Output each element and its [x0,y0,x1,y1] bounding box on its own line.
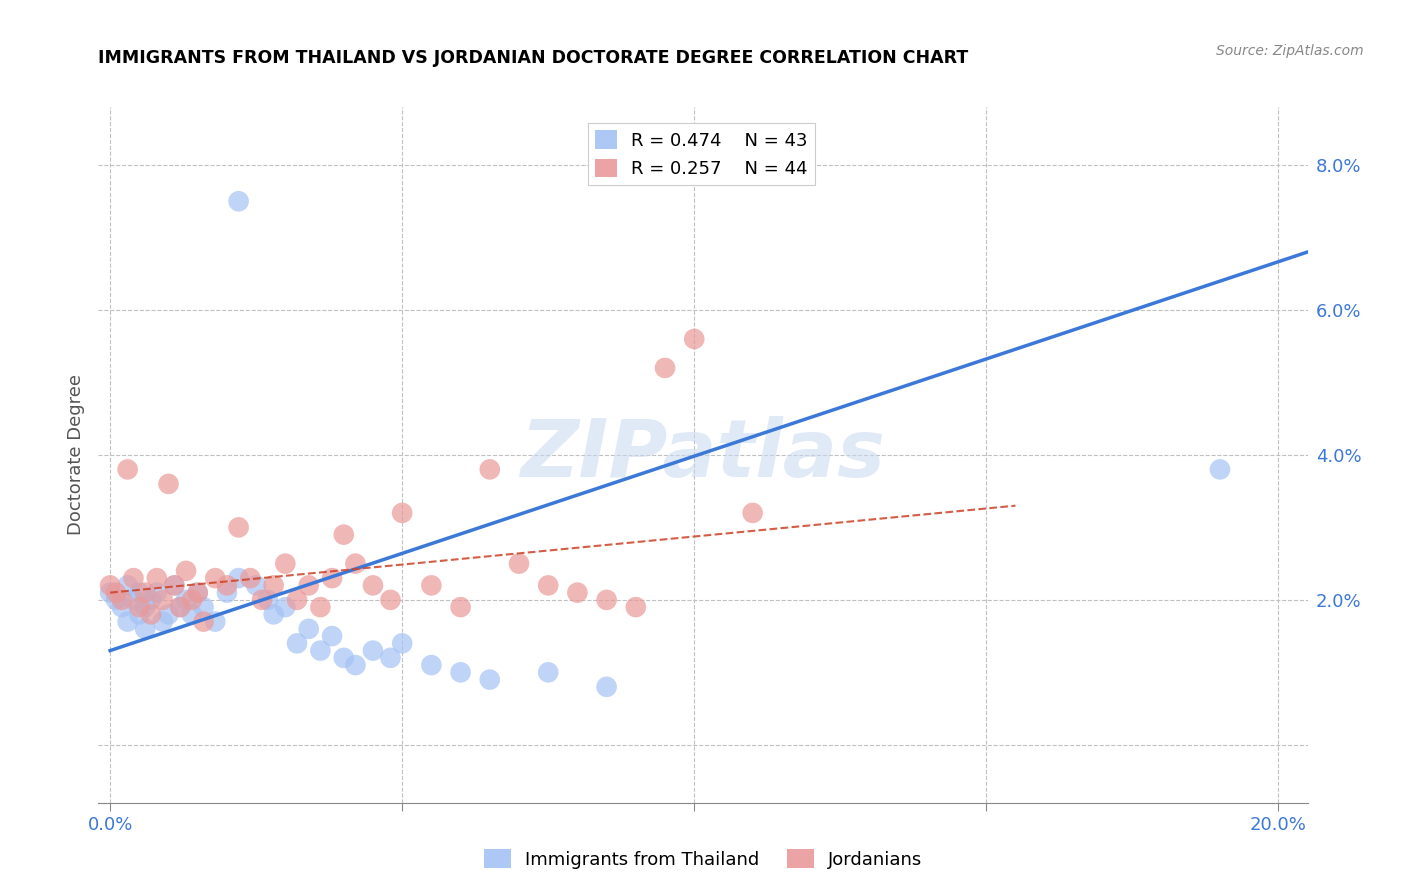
Point [163,578,186,592]
Point [250,592,273,607]
Point [239,571,262,585]
Point [152,592,174,607]
Point [683,332,706,346]
Point [134,622,156,636]
Point [146,585,169,599]
Point [537,578,560,592]
Text: Source: ZipAtlas.com: Source: ZipAtlas.com [1216,44,1364,58]
Point [624,600,647,615]
Point [122,592,145,607]
Point [98,585,121,599]
Point [595,680,617,694]
Point [228,520,250,534]
Point [174,592,197,607]
Point [193,600,215,615]
Text: ZIPatlas: ZIPatlas [520,416,886,494]
Point [380,592,402,607]
Point [508,557,530,571]
Point [128,607,150,622]
Point [128,600,150,615]
Point [134,585,156,599]
Point [180,607,202,622]
Point [111,600,134,615]
Point [298,622,321,636]
Legend: R = 0.474    N = 43, R = 0.257    N = 44: R = 0.474 N = 43, R = 0.257 N = 44 [588,123,815,186]
Text: IMMIGRANTS FROM THAILAND VS JORDANIAN DOCTORATE DEGREE CORRELATION CHART: IMMIGRANTS FROM THAILAND VS JORDANIAN DO… [98,49,969,67]
Point [344,557,367,571]
Point [204,571,226,585]
Point [298,578,321,592]
Point [391,506,413,520]
Point [478,673,501,687]
Point [204,615,226,629]
Point [152,615,174,629]
Point [122,571,145,585]
Point [263,607,285,622]
Point [215,578,238,592]
Point [391,636,413,650]
Point [139,592,162,607]
Point [478,462,501,476]
Point [228,571,250,585]
Point [380,651,402,665]
Point [215,585,238,599]
Point [169,600,191,615]
Point [420,578,443,592]
Point [450,600,472,615]
Point [332,527,354,541]
Point [193,615,215,629]
Point [228,194,250,209]
Point [117,615,139,629]
Point [111,592,134,607]
Point [321,629,343,643]
Point [174,564,197,578]
Y-axis label: Doctorate Degree: Doctorate Degree [66,375,84,535]
Point [139,607,162,622]
Point [361,578,384,592]
Point [104,592,127,607]
Point [163,578,186,592]
Point [117,462,139,476]
Point [157,607,180,622]
Point [285,592,308,607]
Point [309,600,332,615]
Point [344,658,367,673]
Point [180,592,202,607]
Point [285,636,308,650]
Point [595,592,617,607]
Point [274,557,297,571]
Point [309,643,332,657]
Point [134,600,156,615]
Point [420,658,443,673]
Point [104,585,127,599]
Point [741,506,763,520]
Point [450,665,472,680]
Point [187,585,209,599]
Point [567,585,589,599]
Point [117,578,139,592]
Point [274,600,297,615]
Point [157,476,180,491]
Point [361,643,384,657]
Point [245,578,267,592]
Point [128,585,150,599]
Point [187,585,209,599]
Point [256,592,278,607]
Point [321,571,343,585]
Point [169,600,191,615]
Legend: Immigrants from Thailand, Jordanians: Immigrants from Thailand, Jordanians [477,842,929,876]
Point [98,578,121,592]
Point [263,578,285,592]
Point [146,571,169,585]
Point [1209,462,1232,476]
Point [654,361,676,376]
Point [537,665,560,680]
Point [332,651,354,665]
